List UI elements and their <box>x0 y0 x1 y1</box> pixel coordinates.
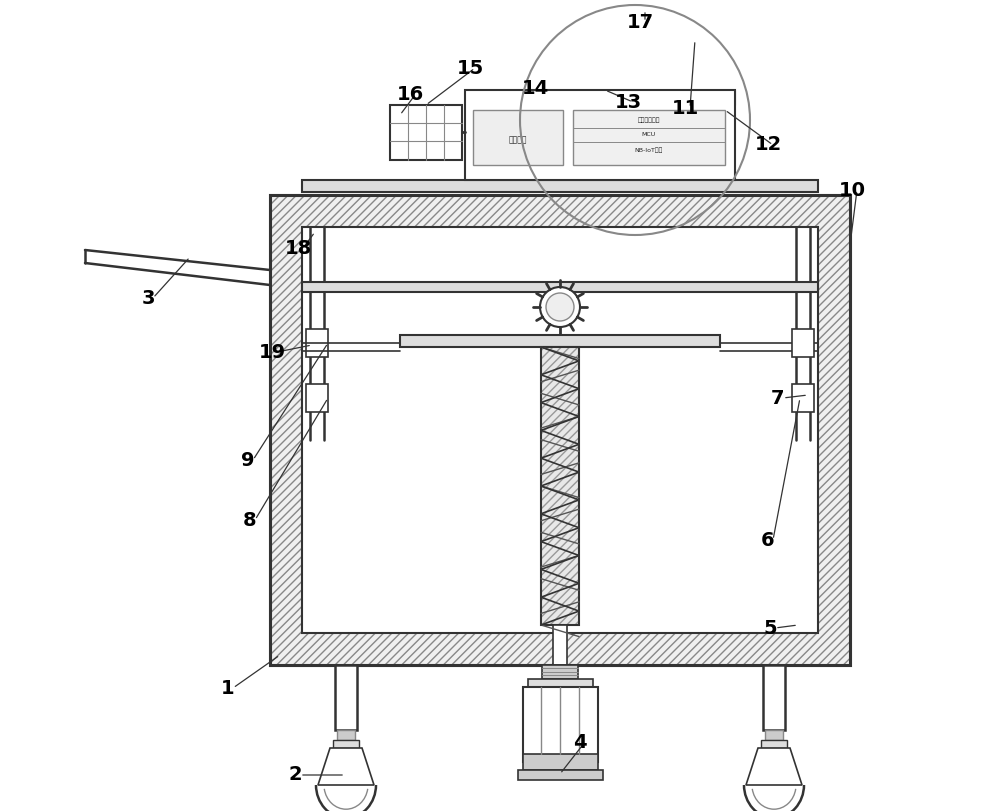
Bar <box>465 90 735 105</box>
Bar <box>465 90 735 180</box>
Text: 14: 14 <box>521 79 549 97</box>
Polygon shape <box>318 748 374 785</box>
Text: 11: 11 <box>671 98 699 118</box>
Text: 6: 6 <box>761 530 775 550</box>
Text: 3: 3 <box>141 289 155 307</box>
Text: 12: 12 <box>754 135 782 155</box>
Bar <box>792 329 814 357</box>
Bar <box>523 754 598 770</box>
Bar <box>333 740 359 748</box>
Bar <box>541 347 579 625</box>
Bar <box>302 227 818 633</box>
Bar <box>573 110 725 165</box>
Bar <box>542 665 578 679</box>
Polygon shape <box>746 748 802 785</box>
Bar <box>763 665 785 730</box>
Bar <box>792 384 814 412</box>
Bar <box>400 335 720 347</box>
Text: 2: 2 <box>288 766 302 784</box>
Text: NB-IoT模块: NB-IoT模块 <box>635 148 663 152</box>
Bar <box>390 105 462 160</box>
Circle shape <box>546 293 574 321</box>
Text: 17: 17 <box>626 12 654 32</box>
Bar <box>270 195 850 665</box>
Bar <box>473 110 563 165</box>
Circle shape <box>540 287 580 327</box>
Bar <box>528 679 593 687</box>
Bar <box>306 329 328 357</box>
Text: 供电模块: 供电模块 <box>509 135 527 144</box>
Bar <box>302 180 818 192</box>
Text: 声光报警装置: 声光报警装置 <box>638 118 660 122</box>
Bar <box>523 687 598 762</box>
Bar <box>761 740 787 748</box>
Text: 1: 1 <box>221 679 235 697</box>
Text: 10: 10 <box>838 181 866 200</box>
Bar <box>335 665 357 730</box>
Bar <box>337 730 355 740</box>
Text: 7: 7 <box>771 388 785 407</box>
Bar <box>302 282 818 292</box>
Text: 5: 5 <box>763 619 777 637</box>
Bar <box>518 770 603 780</box>
Text: 13: 13 <box>614 92 642 111</box>
Bar <box>553 625 567 665</box>
Text: MCU: MCU <box>642 132 656 138</box>
Bar <box>306 384 328 412</box>
Text: 19: 19 <box>258 342 286 362</box>
Text: 9: 9 <box>241 450 255 470</box>
Bar <box>541 347 579 625</box>
Text: 15: 15 <box>456 58 484 78</box>
Text: 4: 4 <box>573 732 587 752</box>
Text: 8: 8 <box>243 510 257 530</box>
Text: 16: 16 <box>396 85 424 105</box>
Bar <box>765 730 783 740</box>
Text: 18: 18 <box>284 238 312 258</box>
Bar <box>270 195 850 665</box>
